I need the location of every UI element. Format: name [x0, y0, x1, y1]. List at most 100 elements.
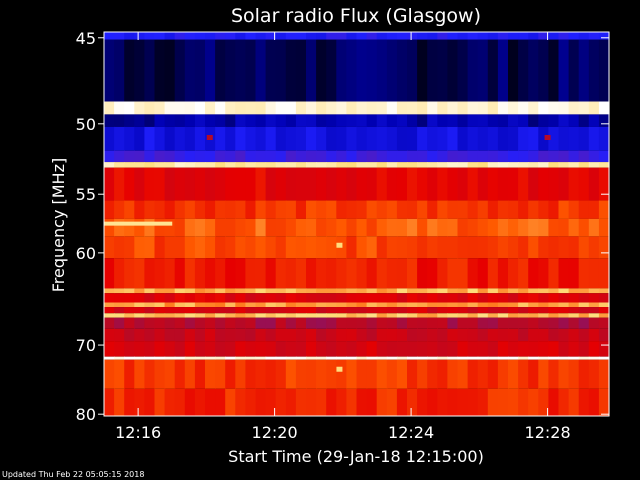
- spectrum-cell: [518, 317, 529, 329]
- spectrum-cell: [346, 317, 358, 329]
- spectrum-cell: [295, 359, 307, 389]
- spectrum-cell: [265, 150, 277, 163]
- spectrum-cell: [447, 356, 459, 360]
- spectrum-cell: [578, 39, 590, 102]
- spectrum-cell: [457, 32, 469, 40]
- spectrum-cell: [306, 101, 317, 115]
- spectrum-cell: [366, 150, 378, 163]
- spectrum-cell: [104, 101, 115, 115]
- spectrum-cell: [457, 167, 469, 201]
- spectrum-cell: [114, 167, 125, 201]
- spectrum-cell: [376, 200, 388, 219]
- spectrum-cell: [386, 388, 398, 416]
- spectrum-cell: [104, 307, 115, 314]
- spectrum-cell: [194, 359, 206, 389]
- spectrum-cell: [295, 218, 307, 237]
- spectrum-cell: [558, 313, 570, 318]
- spectrum-cell: [497, 288, 509, 294]
- spectrum-cell: [134, 32, 145, 40]
- spectrum-cell: [366, 388, 378, 416]
- spectrum-cell: [124, 288, 135, 294]
- spectrum-cell: [134, 101, 145, 115]
- spectrum-cell: [477, 356, 489, 360]
- spectrum-cell: [548, 359, 560, 389]
- spectrum-cell: [134, 307, 145, 314]
- spectrum-cell: [265, 32, 277, 40]
- spectrum-cell: [578, 359, 590, 389]
- spectrum-cell: [275, 388, 287, 416]
- spectrum-cell: [336, 32, 347, 40]
- spectrum-cell: [598, 317, 610, 329]
- spectrum-cell: [134, 126, 145, 151]
- spectrum-cell: [225, 101, 236, 115]
- spectrum-cell: [548, 317, 560, 329]
- spectrum-cell: [386, 150, 398, 163]
- spectrum-cell: [366, 258, 378, 289]
- spectrum-cell: [578, 388, 590, 416]
- spectrum-cell: [336, 293, 347, 303]
- spectrum-cell: [225, 359, 236, 389]
- spectrum-cell: [134, 39, 145, 102]
- y-tick-label: 55: [76, 185, 96, 204]
- frequency-band: [104, 288, 610, 294]
- spectrum-cell: [487, 200, 499, 219]
- spectrum-cell: [205, 356, 216, 360]
- spectrum-cell: [114, 313, 125, 318]
- spectrum-cell: [588, 307, 600, 314]
- spectrum-cell: [215, 356, 226, 360]
- spectrum-cell: [346, 302, 358, 308]
- spectrum-cell: [275, 114, 287, 127]
- spectrum-cell: [386, 32, 398, 40]
- spectrum-cell: [184, 32, 196, 40]
- spectrum-cell: [336, 200, 347, 219]
- spectrum-cell: [124, 328, 135, 342]
- spectrum-cell: [518, 356, 529, 360]
- spectrum-cell: [558, 302, 570, 308]
- frequency-band: [104, 167, 610, 201]
- spectrum-cell: [417, 341, 428, 357]
- spectrum-cell: [558, 200, 570, 219]
- spectrum-cell: [568, 356, 580, 360]
- spectrum-cell: [295, 150, 307, 163]
- spectrum-cell: [528, 341, 539, 357]
- spectrum-cell: [366, 307, 378, 314]
- spectrum-cell: [396, 359, 408, 389]
- spectrum-cell: [356, 388, 368, 416]
- spectrum-cell: [467, 200, 479, 219]
- frequency-band: [104, 328, 610, 342]
- spectrum-cell: [518, 150, 529, 163]
- spectrum-cell: [235, 236, 246, 259]
- spectrum-cell: [215, 388, 226, 416]
- spectrum-cell: [437, 288, 448, 294]
- spectrum-cell: [558, 307, 570, 314]
- spectrum-cell: [497, 313, 509, 318]
- spectrum-cell: [366, 288, 378, 294]
- spectrum-cell: [386, 236, 398, 259]
- spectrum-cell: [457, 341, 469, 357]
- spectrum-cell: [467, 39, 479, 102]
- spectrum-cell: [245, 162, 257, 168]
- spectrum-cell: [366, 167, 378, 201]
- spectrum-cell: [437, 32, 448, 40]
- spectrum-cell: [114, 236, 125, 259]
- spectrum-cell: [104, 359, 115, 389]
- spectrum-cell: [447, 359, 459, 389]
- spectrum-cell: [376, 39, 388, 102]
- spectrum-cell: [548, 288, 560, 294]
- spectrum-cell: [558, 162, 570, 168]
- spectrum-cell: [386, 359, 398, 389]
- spectrum-cell: [487, 258, 499, 289]
- spectrum-cell: [154, 32, 166, 40]
- spectrum-cell: [518, 293, 529, 303]
- spectrum-cell: [578, 341, 590, 357]
- spectrum-cell: [194, 356, 206, 360]
- spectrum-cell: [215, 302, 226, 308]
- spectrum-cell: [518, 313, 529, 318]
- spectrum-cell: [265, 302, 277, 308]
- spectrum-cell: [255, 218, 267, 237]
- spectrum-cell: [255, 167, 267, 201]
- spectrum-cell: [518, 162, 529, 168]
- spectrum-cell: [518, 200, 529, 219]
- spectrum-cell: [568, 32, 580, 40]
- spectrum-cell: [356, 288, 368, 294]
